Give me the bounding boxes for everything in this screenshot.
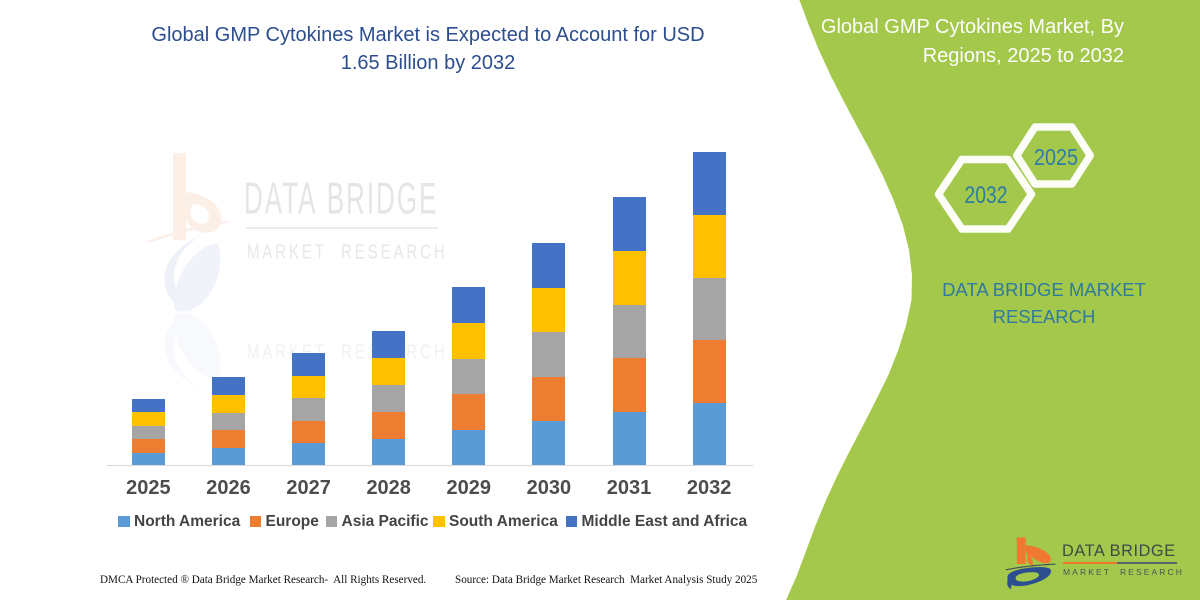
svg-text:2032: 2032: [965, 182, 1008, 209]
svg-text:2025: 2025: [1034, 144, 1078, 170]
